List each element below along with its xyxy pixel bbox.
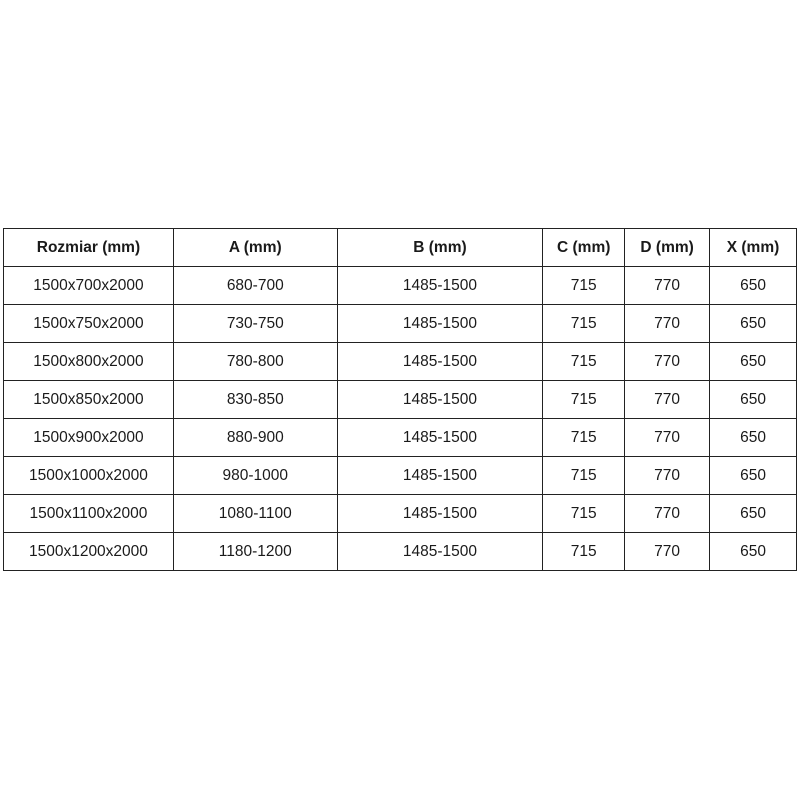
table-cell: 715 — [542, 418, 626, 457]
table-cell: 1485-1500 — [336, 342, 544, 381]
table-cell: 1485-1500 — [336, 456, 544, 495]
table-row: 1500x750x2000 730-750 1485-1500 715 770 650 — [3, 304, 797, 343]
table-cell: 880-900 — [172, 418, 338, 457]
table-cell: 650 — [709, 418, 797, 457]
column-header: Rozmiar (mm) — [3, 228, 174, 267]
table-cell: 715 — [542, 266, 626, 305]
column-header: B (mm) — [336, 228, 544, 267]
table-cell: 1500x1000x2000 — [3, 456, 174, 495]
table-cell: 1500x1200x2000 — [3, 532, 174, 571]
header-row: Rozmiar (mm) A (mm) B (mm) C (mm) D (mm) X (m… — [3, 228, 797, 267]
dimensions-table: Rozmiar (mm) A (mm) B (mm) C (mm) D (mm) X (m… — [3, 228, 797, 571]
table-cell: 715 — [542, 494, 626, 533]
table-row: 1500x800x2000 780-800 1485-1500 715 770 650 — [3, 342, 797, 381]
table-cell: 980-1000 — [172, 456, 338, 495]
table-cell: 770 — [624, 456, 711, 495]
table-cell: 770 — [624, 494, 711, 533]
table-cell: 780-800 — [172, 342, 338, 381]
column-header: D (mm) — [624, 228, 711, 267]
table-row: 1500x1000x2000 980-1000 1485-1500 715 770 650 — [3, 456, 797, 495]
table-row: 1500x900x2000 880-900 1485-1500 715 770 650 — [3, 418, 797, 457]
table-cell: 715 — [542, 342, 626, 381]
table-cell: 680-700 — [172, 266, 338, 305]
table-cell: 650 — [709, 342, 797, 381]
table-cell: 1485-1500 — [336, 418, 544, 457]
table-cell: 770 — [624, 532, 711, 571]
table-cell: 650 — [709, 532, 797, 571]
column-header: X (mm) — [709, 228, 797, 267]
table-cell: 770 — [624, 418, 711, 457]
table-cell: 1500x700x2000 — [3, 266, 174, 305]
table-cell: 650 — [709, 266, 797, 305]
table-cell: 715 — [542, 380, 626, 419]
table-row: 1500x700x2000 680-700 1485-1500 715 770 650 — [3, 266, 797, 305]
table-cell: 830-850 — [172, 380, 338, 419]
column-header: A (mm) — [172, 228, 338, 267]
table-cell: 1485-1500 — [336, 494, 544, 533]
table-cell: 1500x850x2000 — [3, 380, 174, 419]
table-cell: 1180-1200 — [172, 532, 338, 571]
table-cell: 650 — [709, 304, 797, 343]
table-cell: 1485-1500 — [336, 266, 544, 305]
table-cell: 650 — [709, 494, 797, 533]
table-cell: 770 — [624, 380, 711, 419]
table-row: 1500x1100x2000 1080-1100 1485-1500 715 770 65… — [3, 494, 797, 533]
table-cell: 650 — [709, 456, 797, 495]
table-cell: 1500x900x2000 — [3, 418, 174, 457]
column-header: C (mm) — [542, 228, 626, 267]
table-cell: 1485-1500 — [336, 380, 544, 419]
table-row: 1500x850x2000 830-850 1485-1500 715 770 650 — [3, 380, 797, 419]
table-row: 1500x1200x2000 1180-1200 1485-1500 715 770 65… — [3, 532, 797, 571]
table-cell: 1500x800x2000 — [3, 342, 174, 381]
table-cell: 1485-1500 — [336, 304, 544, 343]
table-cell: 1485-1500 — [336, 532, 544, 571]
table-cell: 715 — [542, 456, 626, 495]
table-cell: 1080-1100 — [172, 494, 338, 533]
table-cell: 730-750 — [172, 304, 338, 343]
table-cell: 770 — [624, 304, 711, 343]
table-cell: 1500x1100x2000 — [3, 494, 174, 533]
table-cell: 650 — [709, 380, 797, 419]
table-cell: 715 — [542, 304, 626, 343]
table-cell: 770 — [624, 266, 711, 305]
table-cell: 1500x750x2000 — [3, 304, 174, 343]
table-cell: 715 — [542, 532, 626, 571]
table-cell: 770 — [624, 342, 711, 381]
